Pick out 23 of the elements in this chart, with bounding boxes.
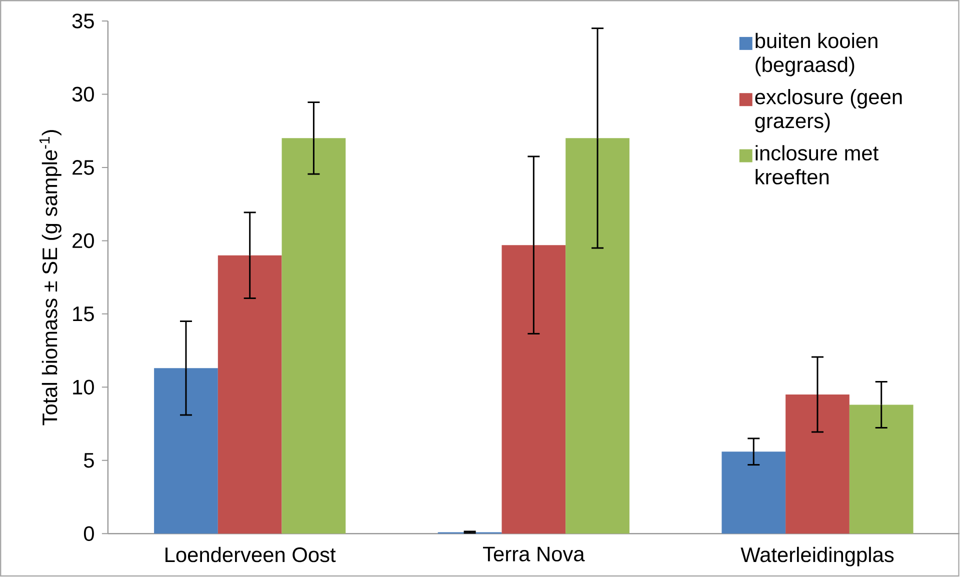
y-tick-label: 20 bbox=[72, 233, 94, 248]
x-tick-label: Terra Nova bbox=[483, 547, 585, 562]
y-tick-label: 35 bbox=[72, 14, 94, 29]
legend-label: inclosure met kreeften bbox=[756, 145, 878, 185]
y-tick-label: 30 bbox=[72, 87, 94, 102]
bar bbox=[722, 452, 786, 534]
bar bbox=[154, 368, 218, 534]
x-tick-label: Waterleidingplas bbox=[740, 547, 894, 566]
bar bbox=[566, 138, 630, 534]
y-tick-label: 0 bbox=[84, 526, 94, 542]
bar bbox=[502, 245, 566, 534]
y-tick-label: 15 bbox=[73, 306, 94, 322]
bar bbox=[282, 138, 346, 534]
y-tick-label: 25 bbox=[72, 160, 94, 176]
y-axis-title: Total biomass ± SE (g sample$^{-1}$) bbox=[39, 130, 62, 426]
bar bbox=[786, 394, 850, 534]
bar bbox=[849, 404, 914, 534]
y-tick-label: 10 bbox=[73, 380, 94, 395]
y-tick-label: 5 bbox=[84, 453, 94, 468]
x-tick-label: Loenderveen Oost bbox=[166, 547, 336, 562]
legend-label: buiten kooien (begraasd) bbox=[756, 33, 878, 76]
bar bbox=[218, 256, 282, 534]
legend-label: exclosure (geen grazers) bbox=[755, 89, 902, 133]
